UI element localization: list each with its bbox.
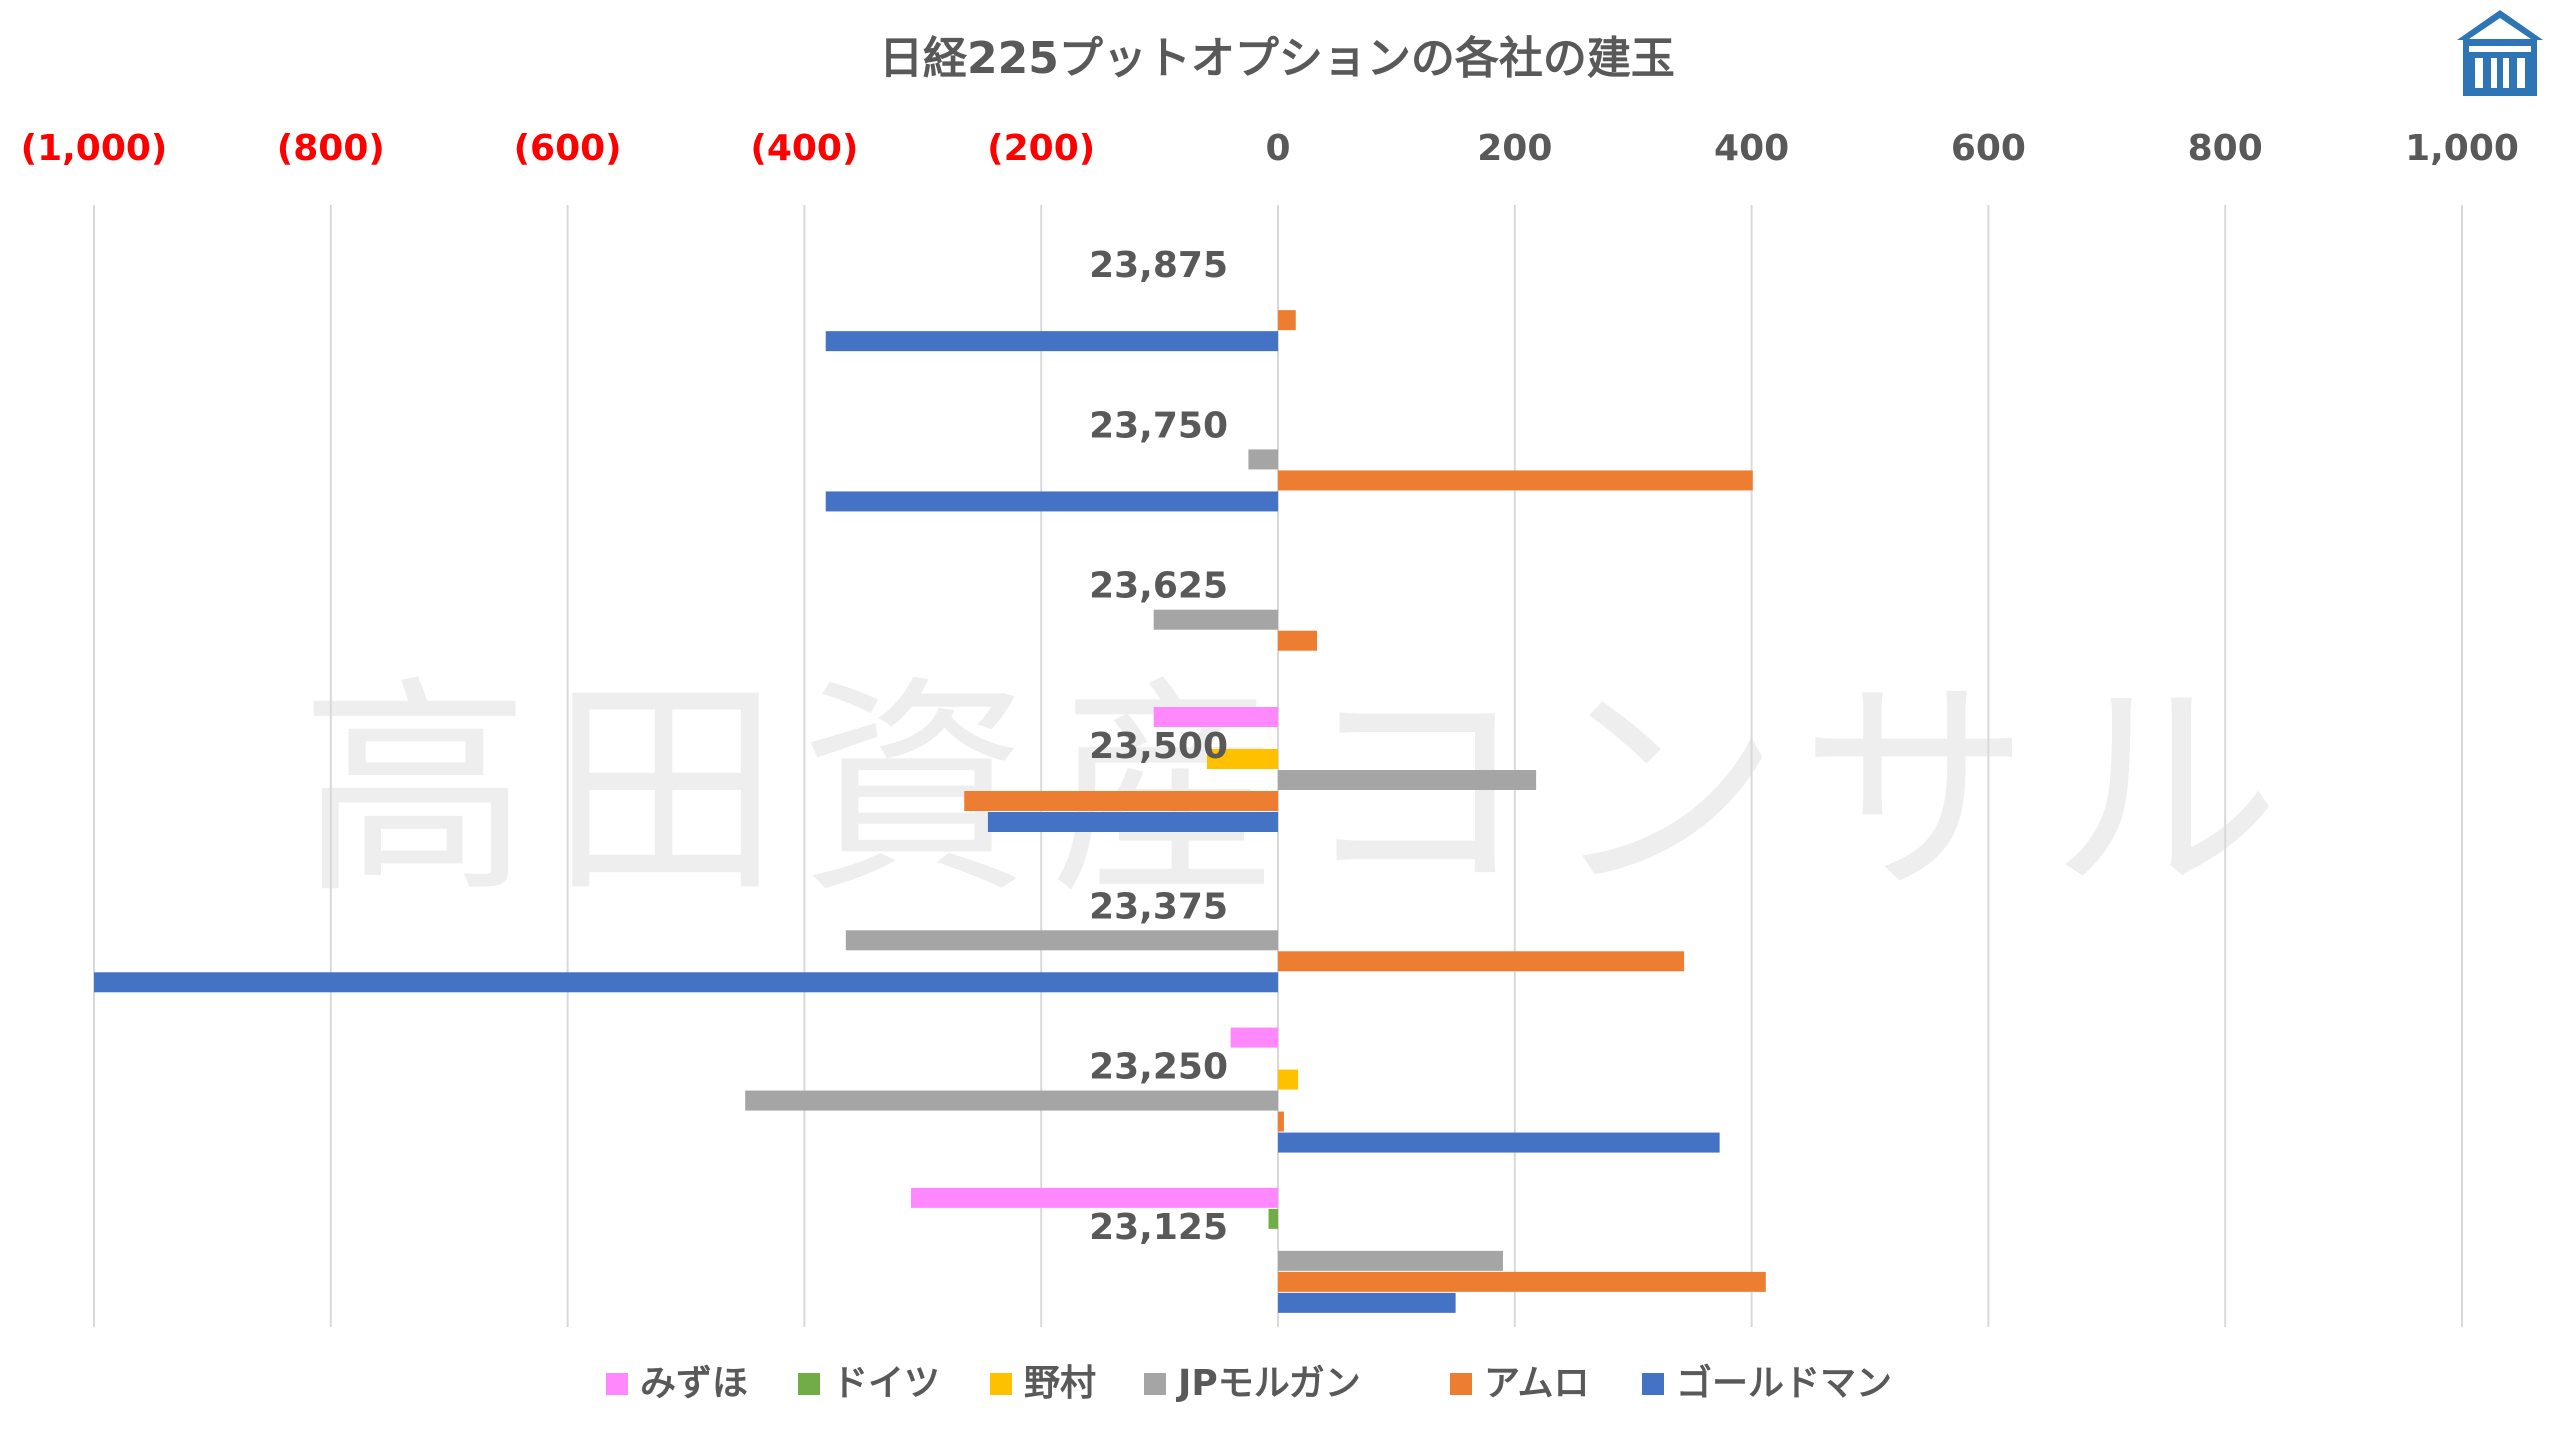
legend-swatch <box>798 1373 820 1395</box>
bar <box>964 791 1278 811</box>
legend: みずほ ドイツ 野村 JPモルガン アムロ ゴールドマン <box>606 1362 1892 1404</box>
bar <box>745 1090 1278 1111</box>
bar <box>1153 707 1278 727</box>
legend-swatch <box>606 1373 628 1395</box>
x-tick-label: (800) <box>277 128 385 169</box>
bar <box>845 930 1278 951</box>
category-labels: 23,125 23,250 23,375 23,500 23,625 23,750 23,8… <box>1089 245 1228 1248</box>
x-tick-label: (200) <box>987 128 1095 169</box>
category-label: 23,750 <box>1089 405 1228 446</box>
bar <box>1278 1111 1284 1132</box>
x-tick-label: 0 <box>1265 128 1290 169</box>
bar <box>825 331 1278 352</box>
bar <box>1278 1069 1299 1090</box>
x-axis-tick-labels: (1,000) (800) (600) (400) (200) 0 200 400 600 800… <box>21 128 2519 169</box>
category-label: 23,625 <box>1089 566 1228 607</box>
legend-label: JPモルガン <box>1175 1363 1361 1404</box>
category-label: 23,875 <box>1089 245 1228 286</box>
legend-label: 野村 <box>1024 1363 1096 1404</box>
legend-label: アムロ <box>1484 1363 1589 1404</box>
legend-swatch <box>1450 1373 1472 1395</box>
bar <box>825 491 1278 512</box>
bar <box>910 1187 1278 1208</box>
legend-label: ゴールドマン <box>1676 1362 1892 1404</box>
bar <box>1278 1292 1456 1313</box>
category-label: 23,125 <box>1089 1207 1228 1248</box>
x-tick-label: 200 <box>1477 128 1552 169</box>
bar <box>1268 1208 1278 1229</box>
bar <box>1230 1027 1278 1048</box>
category-label: 23,250 <box>1089 1047 1228 1088</box>
x-tick-label: (600) <box>514 128 622 169</box>
legend-swatch <box>1642 1373 1664 1395</box>
x-tick-label: 600 <box>1951 128 2026 169</box>
bar <box>987 812 1278 832</box>
bar <box>1278 1250 1503 1271</box>
bar <box>1153 609 1278 630</box>
bar <box>1278 1271 1766 1292</box>
x-tick-label: 800 <box>2188 128 2263 169</box>
bar <box>1278 951 1685 972</box>
bar <box>1278 630 1318 651</box>
legend-swatch <box>990 1373 1012 1395</box>
legend-label: ドイツ <box>832 1363 940 1404</box>
logo-house-icon <box>2457 10 2543 96</box>
x-tick-label: 400 <box>1714 128 1789 169</box>
category-label: 23,500 <box>1089 726 1228 767</box>
x-tick-label: (400) <box>750 128 858 169</box>
chart-title: 日経225プットオプションの各社の建玉 <box>879 33 1675 84</box>
bar <box>1278 470 1753 491</box>
bar <box>94 972 1278 993</box>
bar <box>1248 449 1278 470</box>
legend-swatch <box>1144 1373 1166 1395</box>
bar <box>1206 749 1278 769</box>
bars-group <box>94 310 1766 1313</box>
bar <box>1278 1132 1720 1153</box>
x-tick-label: (1,000) <box>21 128 168 169</box>
category-label: 23,375 <box>1089 886 1228 927</box>
bar <box>1278 770 1537 790</box>
x-tick-label: 1,000 <box>2405 128 2519 169</box>
bar <box>1278 310 1296 331</box>
legend-label: みずほ <box>640 1363 748 1404</box>
watermark-text: 高田資産コンサル <box>300 658 2300 925</box>
